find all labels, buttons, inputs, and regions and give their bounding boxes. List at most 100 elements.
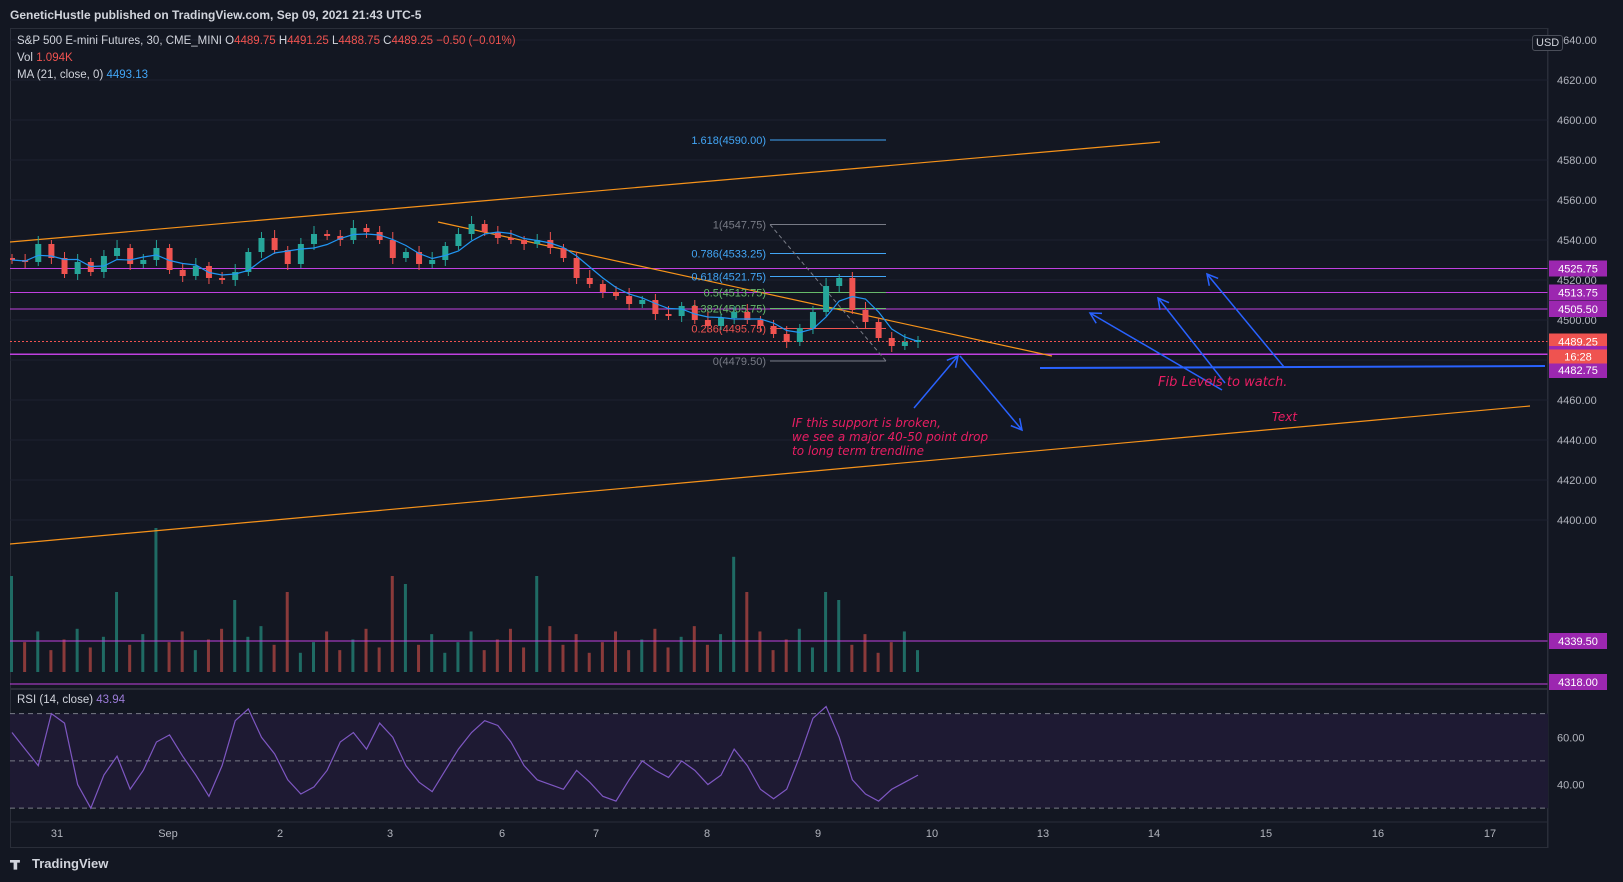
volume-bar: [548, 626, 552, 672]
volume-bar: [837, 600, 841, 672]
volume-legend[interactable]: Vol 1.094K: [17, 52, 73, 64]
price-level-tag-label: 4505.50: [1558, 304, 1598, 316]
volume-bar: [600, 642, 604, 672]
price-level-tag-label: 4318.00: [1558, 677, 1598, 689]
candle-body: [718, 318, 725, 326]
volume-bar: [49, 650, 53, 672]
candle-body: [691, 306, 698, 320]
ma-legend[interactable]: MA (21, close, 0) 4493.13: [17, 69, 149, 81]
symbol-name: S&P 500 E-mini Futures, 30, CME_MINI: [17, 35, 222, 47]
support-note-line-3[interactable]: to long term trendline: [792, 444, 924, 458]
volume-bar: [574, 634, 578, 672]
time-tick-label: 13: [1037, 828, 1049, 840]
candle-body: [639, 300, 646, 304]
volume-bar: [705, 644, 709, 672]
volume-bar: [679, 636, 683, 672]
channel-upper-line: [10, 141, 1161, 243]
candle-body: [560, 248, 567, 258]
candle-body: [219, 278, 226, 280]
price-tick-label: 4520.00: [1557, 275, 1597, 287]
candle-body: [127, 248, 134, 264]
volume-bar: [180, 631, 184, 672]
candle-body: [744, 312, 751, 320]
candle-body: [481, 224, 488, 232]
fib-diagonal: [769, 224, 887, 362]
volume-bar: [482, 650, 486, 672]
volume-bar: [640, 639, 644, 672]
candle-body: [809, 312, 816, 328]
volume-bar: [417, 644, 421, 672]
candle-body: [626, 296, 633, 304]
volume-bar: [403, 584, 407, 672]
volume-bar: [351, 639, 355, 672]
volume-bar: [430, 634, 434, 672]
volume-bar: [614, 631, 617, 672]
candle-body: [311, 234, 317, 244]
candle-body: [823, 286, 830, 312]
support-note-line-2[interactable]: we see a major 40-50 point drop: [792, 430, 989, 444]
candle-body: [324, 234, 331, 236]
volume-bar: [824, 592, 828, 672]
channel-lower-line: [10, 405, 1531, 545]
support-arrow-up: [913, 355, 959, 409]
price-level-tag: [1549, 260, 1607, 277]
candle-body: [402, 252, 409, 258]
time-tick-label: 15: [1260, 828, 1272, 840]
candle-body: [731, 312, 738, 318]
text-label[interactable]: Text: [1272, 410, 1298, 424]
volume-value: 1.094K: [36, 52, 73, 64]
rsi-legend[interactable]: RSI (14, close) 43.94: [17, 694, 126, 706]
fib-note[interactable]: Fib Levels to watch.: [1158, 375, 1288, 390]
fib-arrow-left: [1089, 312, 1223, 391]
price-level-tag: [1549, 333, 1607, 350]
candle-body: [547, 240, 554, 248]
volume-bar: [535, 576, 539, 672]
time-tick-label: 10: [926, 828, 938, 840]
price-tick-label: 4560.00: [1557, 195, 1597, 207]
volume-bar: [75, 628, 79, 672]
candle-body: [507, 238, 514, 240]
countdown-label: 16:28: [1564, 352, 1592, 364]
candle-body: [678, 306, 685, 316]
volume-bar: [154, 528, 158, 672]
tradingview-brand[interactable]: TradingView: [10, 856, 108, 871]
symbol-legend[interactable]: S&P 500 E-mini Futures, 30, CME_MINI O44…: [17, 35, 516, 47]
publisher-text: GeneticHustle published on TradingView.c…: [10, 8, 422, 22]
volume-bar: [522, 647, 526, 672]
candle-body: [48, 244, 55, 258]
candle-body: [599, 284, 606, 292]
ma-value: 4493.13: [106, 69, 149, 81]
time-tick-label: 9: [815, 828, 821, 840]
volume-bar: [653, 628, 657, 672]
candle-body: [665, 314, 672, 316]
candle-body: [534, 240, 541, 244]
volume-bar: [233, 600, 237, 672]
candle-body: [468, 224, 475, 234]
rsi-line: [11, 705, 919, 810]
candle-body: [416, 252, 423, 264]
volume-bar: [141, 634, 145, 672]
close-value: 4489.25: [391, 35, 434, 47]
candle-body: [849, 278, 856, 310]
fib-arrow-right: [1206, 273, 1285, 368]
fib-level-label: 0.5(4513.75): [704, 288, 766, 300]
time-tick-label: Sep: [158, 828, 178, 840]
support-note-line-1[interactable]: IF this support is broken,: [792, 416, 941, 430]
fib-level-label: 1.618(4590.00): [691, 135, 766, 147]
currency-badge[interactable]: USD: [1532, 35, 1564, 51]
volume-bar: [850, 644, 854, 672]
volume-bar: [771, 650, 775, 672]
volume-bar: [508, 628, 512, 672]
moving-average-line: [11, 231, 919, 343]
candle-body: [153, 248, 160, 260]
volume-bar: [889, 642, 893, 672]
price-tick-label: 4420.00: [1557, 475, 1597, 487]
candle-body: [61, 258, 68, 274]
volume-bar: [587, 652, 591, 672]
candle-body: [757, 320, 764, 326]
price-level-tag: [1549, 633, 1607, 649]
candle-body: [796, 328, 803, 342]
volume-bar: [364, 628, 368, 672]
candle-body: [770, 326, 777, 334]
